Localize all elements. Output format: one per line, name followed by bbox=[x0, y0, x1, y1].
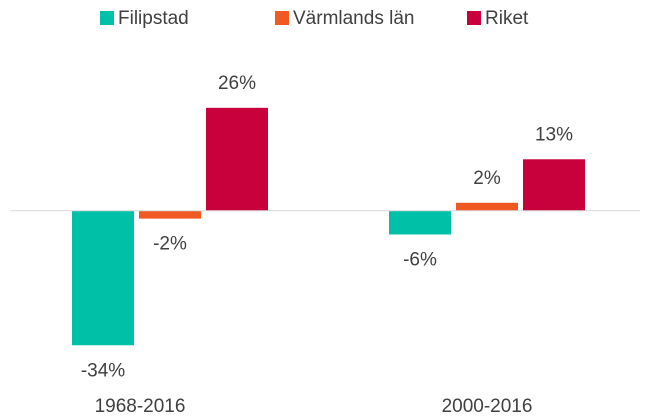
data-label: -2% bbox=[153, 234, 187, 255]
legend-swatch bbox=[467, 11, 481, 25]
data-label: -6% bbox=[403, 249, 437, 270]
data-label: -34% bbox=[81, 360, 125, 381]
x-tick-label: 1968-2016 bbox=[95, 396, 186, 417]
bar bbox=[456, 202, 518, 211]
data-label: 13% bbox=[535, 124, 573, 145]
bar bbox=[139, 210, 201, 219]
bar bbox=[389, 210, 451, 235]
legend-label: Filipstad bbox=[118, 8, 189, 29]
bar bbox=[523, 159, 585, 211]
x-tick-label: 2000-2016 bbox=[442, 396, 533, 417]
data-label: 2% bbox=[473, 168, 501, 189]
bar bbox=[72, 210, 134, 346]
legend-swatch bbox=[275, 11, 289, 25]
legend-label: Värmlands län bbox=[293, 8, 414, 29]
legend-swatch bbox=[100, 11, 114, 25]
bar bbox=[206, 107, 268, 211]
data-label: 26% bbox=[218, 73, 256, 94]
legend-label: Riket bbox=[485, 8, 529, 29]
